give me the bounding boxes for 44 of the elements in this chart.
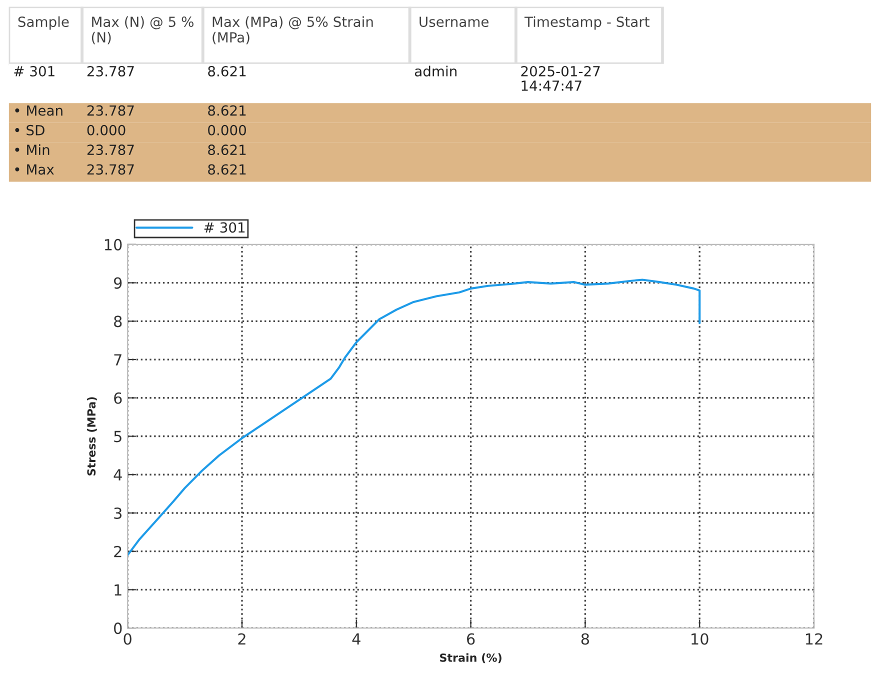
text: • Max (15, 164, 54, 175)
legend-label: # 301 (204, 222, 245, 233)
text: 0.000 (208, 124, 246, 136)
y-tick-label: 6 (114, 392, 122, 404)
text: admin (414, 66, 456, 76)
y-tick-label: 2 (114, 546, 122, 558)
x-tick-label: 0 (124, 633, 132, 645)
text: 8.621 (208, 66, 246, 76)
text: 8.621 (208, 105, 246, 116)
text: 23.787 (87, 144, 134, 156)
y-tick-label: 1 (114, 584, 122, 596)
text: 8.621 (208, 144, 246, 156)
text: 2025-01-27 14:47:47 (521, 66, 600, 91)
text: 8.621 (208, 164, 246, 175)
text: • Mean (15, 105, 62, 116)
y-tick-label: 4 (114, 469, 122, 480)
text: • SD (15, 124, 44, 136)
y-tick-label: 0 (114, 622, 122, 634)
x-tick-label: 6 (467, 633, 475, 645)
x-tick-label: 2 (238, 633, 246, 645)
category-label: Timestamp - Start (524, 16, 650, 30)
y-tick-label: 3 (114, 507, 122, 520)
y-axis-title: Stress (MPa) (87, 397, 97, 476)
y-tick-label: 10 (104, 238, 122, 250)
text: 23.787 (87, 105, 134, 116)
text: 23.787 (87, 164, 134, 175)
x-tick-label: 8 (581, 633, 590, 645)
y-tick-label: 7 (114, 354, 122, 366)
y-tick-label: 8 (114, 316, 122, 328)
line-series (128, 278, 701, 556)
y-tick-label: 9 (114, 277, 122, 289)
x-tick-label: 10 (692, 633, 708, 645)
text: # 301 (14, 66, 54, 76)
text: 0.000 (87, 124, 126, 136)
text: 23.787 (87, 66, 134, 76)
category-label: Max (MPa) @ 5% Strain (MPa) (212, 16, 373, 44)
y-tick-label: 5 (114, 430, 122, 442)
category-label: Username (420, 16, 489, 28)
x-tick-label: 4 (352, 633, 360, 645)
category-label: Sample (18, 16, 69, 30)
x-tick-label: 12 (806, 633, 822, 645)
text: • Min (15, 144, 50, 155)
x-axis-title: Strain (%) (440, 653, 502, 664)
category-label: Max (N) @ 5 % (N) (92, 16, 194, 44)
